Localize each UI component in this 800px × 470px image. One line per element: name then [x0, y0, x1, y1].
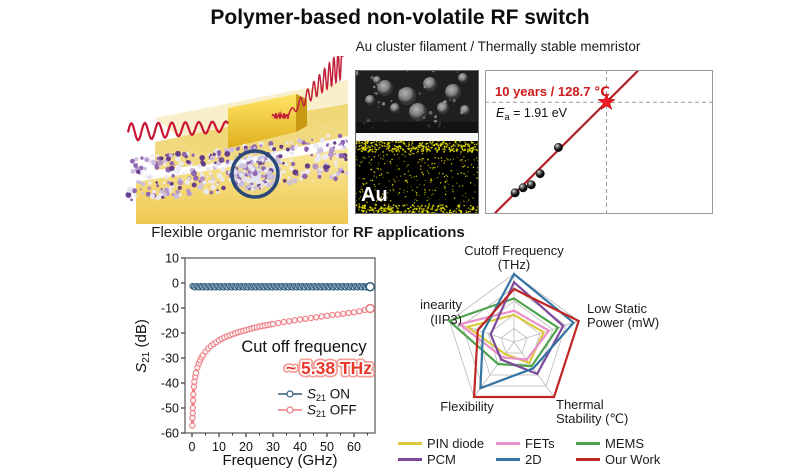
arrhenius-annotation: 10 years / 128.7 ℃ [495, 84, 610, 99]
radar-legend: PIN diode FETs MEMS PCM 2D Our Work [398, 435, 692, 467]
svg-text:-30: -30 [161, 352, 179, 366]
radar-axis-label: (IIP3) [430, 312, 462, 327]
device-schematic-illustration [125, 56, 348, 224]
radar-axis-label: Cutoff Frequency [464, 243, 564, 258]
arrhenius-border [485, 70, 713, 214]
legend-color-swatch [496, 457, 520, 461]
activation-energy-label: Ea = 1.91 eV [496, 106, 568, 123]
svg-text:30: 30 [266, 440, 280, 454]
legend-label: PIN diode [427, 435, 485, 451]
figure-subtitle: Au cluster filament / Thermally stable m… [355, 39, 641, 54]
rf-input-wave [126, 120, 229, 142]
s21-legend-label: S21 OFF [307, 403, 357, 420]
svg-text:-10: -10 [161, 302, 179, 316]
arrhenius-content [485, 70, 713, 214]
radar-axis-label: Thermal [556, 397, 604, 412]
svg-text:20: 20 [239, 440, 253, 454]
tem-au-filament-image: Au [355, 70, 479, 214]
filament-highlight-circle [230, 149, 280, 199]
svg-text:-50: -50 [161, 402, 179, 416]
radar-legend-item-our-work: Our Work [576, 451, 692, 467]
radar-series-our-work [472, 287, 581, 399]
radar-series-fets [457, 309, 551, 361]
legend-label: 2D [525, 451, 542, 467]
cutoff-annotation-line2: ~ 5.38 THz [286, 358, 372, 378]
legend-color-swatch [576, 441, 600, 445]
tem-border [355, 70, 479, 214]
y-axis-label: S21 (dB) [133, 319, 152, 373]
legend-color-swatch [496, 441, 520, 445]
radar-axis-label: (THz) [498, 257, 531, 272]
failure-star-marker [597, 92, 616, 111]
radar-series-pcm [489, 280, 565, 376]
svg-text:10: 10 [165, 252, 179, 266]
svg-text:50: 50 [320, 440, 334, 454]
svg-text:-60: -60 [161, 427, 179, 441]
s21-frequency-chart: 10 0 -10 -20 -30 -40 -50 -60 0 10 20 30 40 50 60 Freque… [133, 252, 376, 470]
radar-axis-label: Linearity [420, 297, 462, 312]
figure-title: Polymer-based non-volatile RF switch [210, 6, 590, 29]
svg-text:0: 0 [189, 440, 196, 454]
s21-legend-label: S21 ON [307, 387, 350, 404]
svg-text:40: 40 [293, 440, 307, 454]
legend-label: Our Work [605, 451, 661, 467]
radar-legend-item-2d: 2D [496, 451, 574, 467]
legend-label: PCM [427, 451, 456, 467]
radar-legend-item-mems: MEMS [576, 435, 692, 451]
legend-label: MEMS [605, 435, 644, 451]
legend-color-swatch [398, 441, 422, 445]
legend-color-swatch [398, 457, 422, 461]
arrhenius-lifetime-plot: 10 years / 128.7 ℃ Ea = 1.91 eV [485, 70, 713, 214]
cutoff-annotation-line1: Cut off frequency [241, 338, 367, 356]
legend-color-swatch [576, 457, 600, 461]
x-axis-label: Frequency (GHz) [222, 452, 337, 469]
section2-title-bold: RF applications [353, 224, 465, 241]
radar-axis-label: Flexibility [440, 399, 494, 414]
svg-text:-40: -40 [161, 377, 179, 391]
section2-title-normal: Flexible organic memristor for [151, 224, 354, 241]
svg-text:10: 10 [212, 440, 226, 454]
radar-axis-label: Power (mW) [587, 315, 659, 330]
radar-legend-item-pin-diode: PIN diode [398, 435, 494, 451]
svg-text:60: 60 [347, 440, 361, 454]
section2-title: Flexible organic memristor for RF applic… [148, 224, 468, 241]
tem-au-label: Au [361, 184, 388, 206]
cutoff-annotation-line2: ~ 5.38 THz [286, 358, 372, 378]
radar-legend-item-pcm: PCM [398, 451, 494, 467]
tem-content [355, 70, 479, 214]
svg-text:-20: -20 [161, 327, 179, 341]
radar-axis-label: Stability (℃) [556, 411, 628, 426]
radar-legend-item-fets: FETs [496, 435, 574, 451]
svg-text:0: 0 [172, 277, 179, 291]
molecule-layer [125, 133, 348, 202]
legend-label: FETs [525, 435, 555, 451]
radar-axis-label: Low Static [587, 301, 647, 316]
rf-output-wave [271, 56, 344, 120]
